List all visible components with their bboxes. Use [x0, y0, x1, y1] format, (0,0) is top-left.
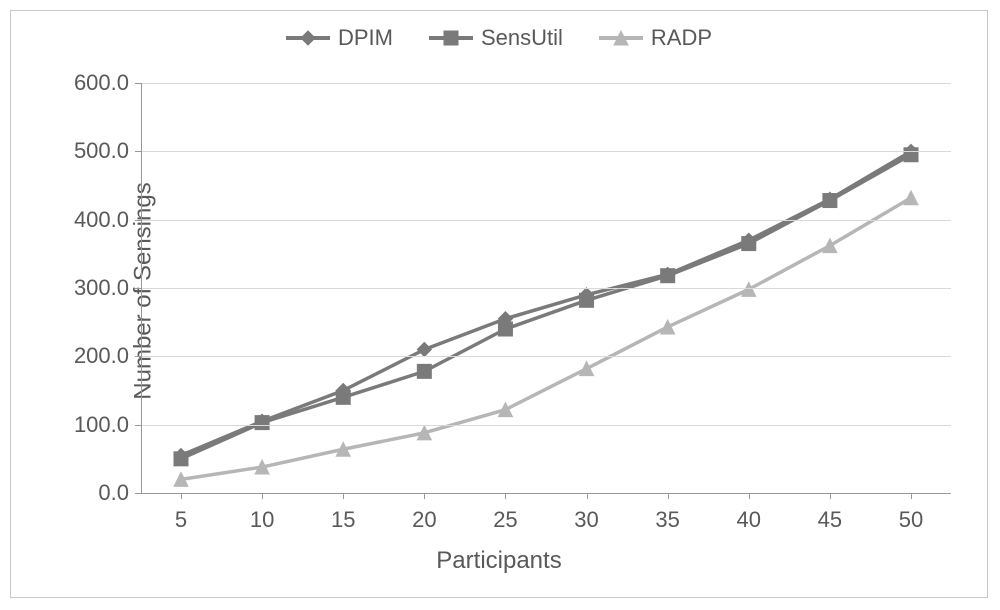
legend-label: DPIM	[338, 25, 393, 51]
legend-swatch	[599, 36, 643, 40]
square-icon	[441, 28, 461, 48]
x-axis-label-text: Participants	[436, 547, 561, 574]
series-marker-sensutil	[336, 390, 350, 404]
gridline	[141, 83, 951, 84]
series-marker-sensutil	[174, 452, 188, 466]
x-axis-line	[141, 493, 951, 494]
x-tick-label: 20	[412, 507, 436, 533]
legend-item-dpim: DPIM	[286, 25, 393, 51]
series-marker-radp	[580, 362, 594, 376]
legend-swatch	[286, 36, 330, 40]
gridline	[141, 288, 951, 289]
legend-label: RADP	[651, 25, 712, 51]
series-line-radp	[181, 198, 911, 480]
x-tick-label: 10	[250, 507, 274, 533]
y-tick-label: 200.0	[74, 343, 129, 369]
legend-item-sensutil: SensUtil	[429, 25, 563, 51]
x-tick-label: 5	[175, 507, 187, 533]
x-tick-label: 25	[493, 507, 517, 533]
diamond-icon	[298, 28, 318, 48]
y-axis-line	[141, 83, 142, 493]
series-line-dpim	[181, 151, 911, 455]
series-marker-dpim	[417, 343, 431, 357]
x-tick-label: 45	[818, 507, 842, 533]
series-marker-sensutil	[742, 237, 756, 251]
legend-item-radp: RADP	[599, 25, 712, 51]
gridline	[141, 356, 951, 357]
gridline	[141, 151, 951, 152]
x-tick-label: 50	[899, 507, 923, 533]
y-tick-label: 300.0	[74, 275, 129, 301]
triangle-icon	[611, 28, 631, 48]
series-marker-sensutil	[823, 194, 837, 208]
series-marker-sensutil	[417, 364, 431, 378]
legend-swatch	[429, 36, 473, 40]
series-marker-sensutil	[580, 293, 594, 307]
chart-container: DPIMSensUtilRADP Number of Sensings Part…	[10, 10, 988, 598]
gridline	[141, 220, 951, 221]
series-marker-radp	[742, 282, 756, 296]
series-marker-sensutil	[255, 416, 269, 430]
y-tick-label: 500.0	[74, 138, 129, 164]
legend-label: SensUtil	[481, 25, 563, 51]
series-marker-radp	[661, 320, 675, 334]
y-tick-label: 100.0	[74, 412, 129, 438]
y-tick-label: 400.0	[74, 207, 129, 233]
x-tick-label: 35	[655, 507, 679, 533]
y-tick-label: 600.0	[74, 70, 129, 96]
legend: DPIM SensUtil RADP	[11, 25, 987, 51]
y-tick-label: 0.0	[98, 480, 129, 506]
series-marker-sensutil	[661, 269, 675, 283]
series-marker-radp	[904, 191, 918, 205]
series-marker-sensutil	[904, 148, 918, 162]
gridline	[141, 425, 951, 426]
x-tick-label: 30	[574, 507, 598, 533]
x-tick-label: 40	[737, 507, 761, 533]
x-tick-label: 15	[331, 507, 355, 533]
x-axis-label: Participants	[11, 547, 987, 575]
plot-area	[141, 83, 951, 493]
series-marker-sensutil	[498, 322, 512, 336]
